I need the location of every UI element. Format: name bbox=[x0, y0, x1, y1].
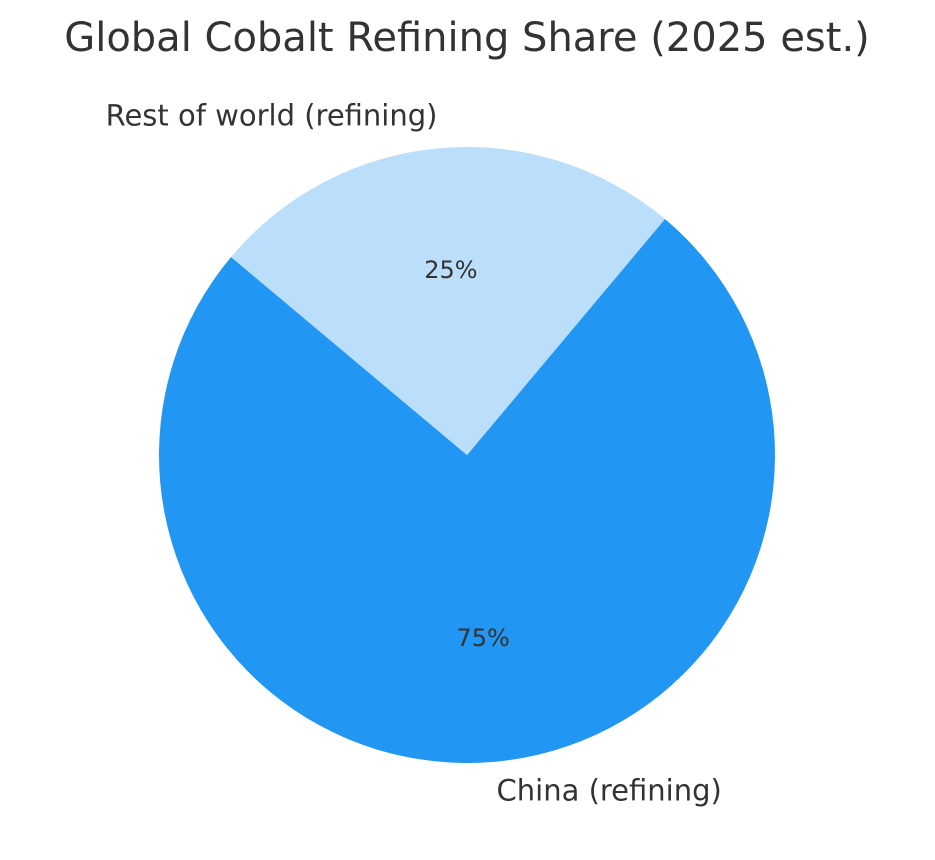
value-label: 75% bbox=[456, 624, 509, 652]
pie-slice bbox=[231, 147, 665, 455]
slice-label: Rest of world (refining) bbox=[106, 98, 438, 132]
pie-slice bbox=[158, 219, 775, 763]
value-label: 25% bbox=[424, 256, 477, 284]
slice-label: China (refining) bbox=[497, 774, 722, 808]
chart-title: Global Cobalt Refining Share (2025 est.) bbox=[64, 15, 870, 61]
